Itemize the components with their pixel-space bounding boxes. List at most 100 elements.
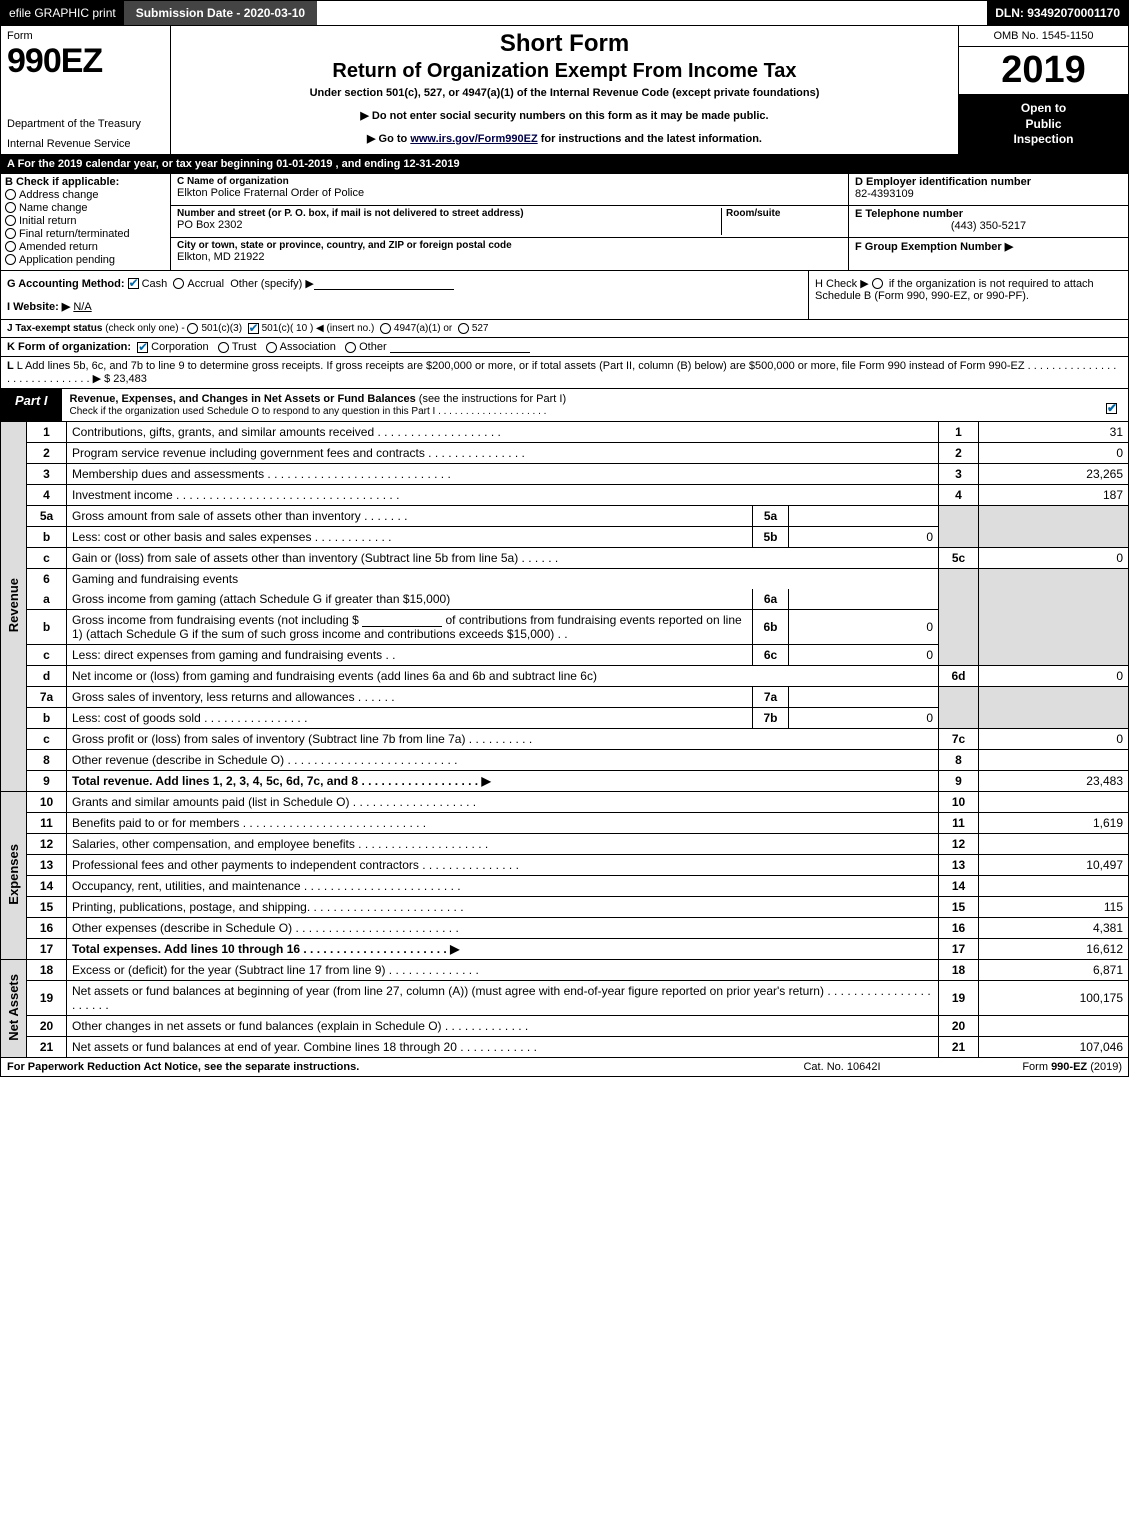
line-14: 14 Occupancy, rent, utilities, and maint… bbox=[1, 875, 1129, 896]
line-15: 15 Printing, publications, postage, and … bbox=[1, 896, 1129, 917]
opt-label: Application pending bbox=[19, 254, 115, 266]
row-a-tax-year: A For the 2019 calendar year, or tax yea… bbox=[0, 155, 1129, 174]
line-desc: Net assets or fund balances at end of ye… bbox=[67, 1036, 939, 1057]
opt-application-pending[interactable]: Application pending bbox=[5, 254, 166, 266]
street-value: PO Box 2302 bbox=[177, 219, 717, 231]
lines-table: Revenue 1 Contributions, gifts, grants, … bbox=[0, 422, 1129, 1058]
line-rnum: 3 bbox=[939, 463, 979, 484]
line-desc: Less: cost of goods sold . . . . . . . .… bbox=[67, 707, 753, 728]
g-accrual: Accrual bbox=[187, 278, 224, 290]
opt-address-change[interactable]: Address change bbox=[5, 189, 166, 201]
l-value: $ 23,483 bbox=[104, 373, 147, 385]
room-label: Room/suite bbox=[726, 208, 842, 219]
circle-icon[interactable] bbox=[458, 323, 469, 334]
ein-value: 82-4393109 bbox=[855, 188, 1122, 200]
goto-link[interactable]: www.irs.gov/Form990EZ bbox=[410, 133, 537, 145]
footer-left: For Paperwork Reduction Act Notice, see … bbox=[7, 1061, 742, 1073]
line-7a: 7a Gross sales of inventory, less return… bbox=[1, 686, 1129, 707]
section-j: J Tax-exempt status (check only one) - 5… bbox=[0, 320, 1129, 338]
col-b-header: B Check if applicable: bbox=[5, 176, 166, 188]
line-desc: Net assets or fund balances at beginning… bbox=[67, 980, 939, 1015]
dln-label: DLN: 93492070001170 bbox=[987, 1, 1128, 25]
side-expenses: Expenses bbox=[1, 791, 27, 959]
phone-label: E Telephone number bbox=[855, 208, 1122, 220]
line-rnum: 4 bbox=[939, 484, 979, 505]
line-5b: b Less: cost or other basis and sales ex… bbox=[1, 526, 1129, 547]
sub-num: 7b bbox=[753, 707, 789, 728]
tax-year: 2019 bbox=[959, 47, 1128, 95]
line-rval: 16,612 bbox=[979, 938, 1129, 959]
sub-val bbox=[789, 505, 939, 526]
checkbox-icon[interactable] bbox=[128, 278, 139, 289]
checkbox-icon[interactable] bbox=[137, 342, 148, 353]
part-i-header: Part I Revenue, Expenses, and Changes in… bbox=[0, 389, 1129, 422]
part-sub: Check if the organization used Schedule … bbox=[70, 406, 547, 417]
circle-icon[interactable] bbox=[187, 323, 198, 334]
j-o3: 4947(a)(1) or bbox=[394, 323, 452, 334]
side-revenue: Revenue bbox=[1, 422, 27, 792]
shade-cell bbox=[979, 589, 1129, 610]
opt-label: Initial return bbox=[19, 215, 76, 227]
col-b-checkboxes: B Check if applicable: Address change Na… bbox=[1, 174, 171, 270]
sub-val: 0 bbox=[789, 609, 939, 644]
j-label: J Tax-exempt status bbox=[7, 323, 102, 334]
inspect-1: Open to bbox=[963, 101, 1124, 117]
circle-icon[interactable] bbox=[218, 342, 229, 353]
j-o2: 501(c)( 10 ) ◀ (insert no.) bbox=[262, 323, 375, 334]
g-other-blank bbox=[314, 289, 454, 290]
section-gh: G Accounting Method: Cash Accrual Other … bbox=[0, 271, 1129, 320]
line-rval: 23,483 bbox=[979, 770, 1129, 791]
col-def: D Employer identification number 82-4393… bbox=[848, 174, 1128, 270]
line-17: 17 Total expenses. Add lines 10 through … bbox=[1, 938, 1129, 959]
shade-cell bbox=[939, 707, 979, 728]
line-5c: c Gain or (loss) from sale of assets oth… bbox=[1, 547, 1129, 568]
opt-label: Name change bbox=[19, 202, 88, 214]
line-rnum: 16 bbox=[939, 917, 979, 938]
g-cash: Cash bbox=[142, 278, 168, 290]
line-desc: Professional fees and other payments to … bbox=[67, 854, 939, 875]
circle-icon[interactable] bbox=[266, 342, 277, 353]
line-11: 11 Benefits paid to or for members . . .… bbox=[1, 812, 1129, 833]
footer-right: Form 990-EZ (2019) bbox=[942, 1061, 1122, 1073]
shade-cell bbox=[939, 589, 979, 610]
line-desc: Gross sales of inventory, less returns a… bbox=[67, 686, 753, 707]
sub-num: 7a bbox=[753, 686, 789, 707]
line-2: 2 Program service revenue including gove… bbox=[1, 442, 1129, 463]
line-num: c bbox=[27, 547, 67, 568]
shade-cell bbox=[979, 505, 1129, 526]
line-9: 9 Total revenue. Add lines 1, 2, 3, 4, 5… bbox=[1, 770, 1129, 791]
line-rnum: 8 bbox=[939, 749, 979, 770]
checkbox-icon[interactable] bbox=[248, 323, 259, 334]
circle-icon[interactable] bbox=[345, 342, 356, 353]
checkbox-icon[interactable] bbox=[1106, 403, 1117, 414]
g-other: Other (specify) ▶ bbox=[230, 278, 314, 290]
street-cell: Number and street (or P. O. box, if mail… bbox=[177, 208, 722, 235]
opt-amended-return[interactable]: Amended return bbox=[5, 241, 166, 253]
opt-initial-return[interactable]: Initial return bbox=[5, 215, 166, 227]
opt-final-return[interactable]: Final return/terminated bbox=[5, 228, 166, 240]
line-desc: Program service revenue including govern… bbox=[67, 442, 939, 463]
line-rnum: 5c bbox=[939, 547, 979, 568]
line-rval: 23,265 bbox=[979, 463, 1129, 484]
i-label: I Website: ▶ bbox=[7, 301, 70, 313]
opt-label: Final return/terminated bbox=[19, 228, 130, 240]
j-note: (check only one) - bbox=[105, 323, 184, 334]
line-desc: Printing, publications, postage, and shi… bbox=[67, 896, 939, 917]
circle-icon[interactable] bbox=[872, 278, 883, 289]
line-8: 8 Other revenue (describe in Schedule O)… bbox=[1, 749, 1129, 770]
line-num: c bbox=[27, 644, 67, 665]
circle-icon[interactable] bbox=[380, 323, 391, 334]
line-num: 4 bbox=[27, 484, 67, 505]
org-name-label: C Name of organization bbox=[177, 176, 842, 187]
line-desc: Gross profit or (loss) from sales of inv… bbox=[67, 728, 939, 749]
opt-name-change[interactable]: Name change bbox=[5, 202, 166, 214]
line-num: b bbox=[27, 526, 67, 547]
line-desc: Benefits paid to or for members . . . . … bbox=[67, 812, 939, 833]
section-bcdef: B Check if applicable: Address change Na… bbox=[0, 174, 1129, 271]
footer-right-post: (2019) bbox=[1087, 1061, 1122, 1073]
shade-cell bbox=[939, 568, 979, 589]
sub-val: 0 bbox=[789, 526, 939, 547]
line-desc-bold: Total revenue. Add lines 1, 2, 3, 4, 5c,… bbox=[72, 774, 491, 788]
circle-icon[interactable] bbox=[173, 278, 184, 289]
inspect-2: Public bbox=[963, 117, 1124, 133]
